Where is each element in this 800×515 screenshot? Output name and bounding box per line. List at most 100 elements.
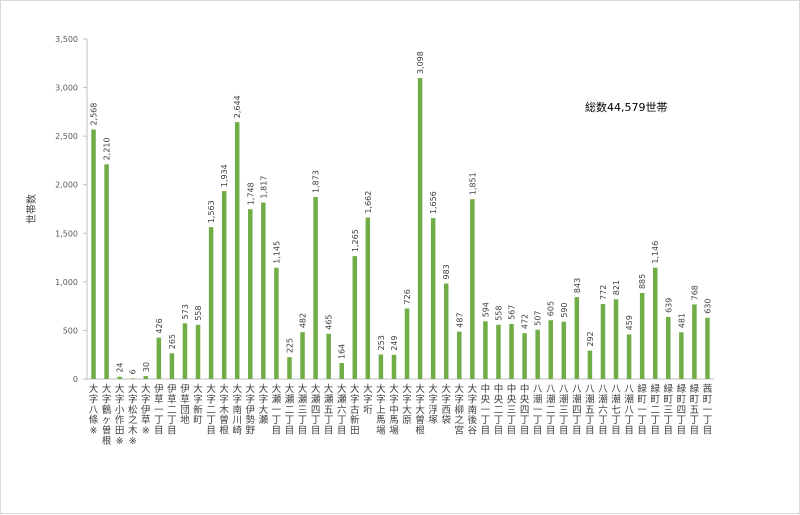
data-label: 1,265	[351, 229, 360, 252]
category-label: 八潮七丁目	[611, 384, 621, 437]
data-label: 225	[285, 338, 294, 353]
data-label: 472	[521, 314, 530, 329]
y-tick-label: 500	[63, 326, 78, 335]
bar	[705, 317, 710, 379]
category-label: 大瀬四丁目	[311, 383, 321, 437]
bar	[600, 304, 606, 379]
data-label: 573	[181, 304, 190, 319]
category-label: 中央一丁目	[481, 383, 491, 437]
data-label: 292	[586, 331, 595, 346]
data-label: 2,210	[103, 137, 112, 160]
data-label: 726	[403, 289, 412, 304]
category-label: 大字大曽根	[415, 383, 425, 437]
category-label: 中央三丁目	[507, 383, 517, 437]
data-label: 1,873	[312, 170, 321, 193]
category-label: 中央二丁目	[494, 383, 504, 437]
category-label: 大字小作田※	[115, 383, 125, 447]
category-label: 大字大原	[402, 383, 412, 426]
category-label: 八潮六丁目	[598, 384, 608, 437]
bar	[679, 332, 684, 379]
category-label: 大字中馬場	[389, 383, 399, 437]
data-label: 558	[194, 306, 203, 321]
y-tick-label: 1,500	[55, 229, 78, 238]
bar	[156, 337, 162, 379]
data-label: 1,748	[246, 182, 255, 205]
category-label: 八潮五丁目	[585, 384, 595, 437]
bar	[300, 332, 305, 379]
bar	[692, 304, 697, 379]
data-label: 24	[116, 362, 125, 372]
total-annotation: 総数44,579世帯	[585, 100, 668, 114]
y-tick-label: 2,000	[55, 181, 78, 190]
bar	[274, 267, 279, 379]
category-label: 緑町三丁目	[664, 383, 674, 437]
category-label: 大字西袋	[441, 383, 451, 426]
y-axis-title: 世帯数	[25, 194, 38, 224]
category-label: 大瀬三丁目	[298, 383, 308, 437]
bar	[391, 354, 397, 379]
data-label: 558	[494, 306, 503, 321]
bar	[365, 217, 371, 379]
category-label: 大字二丁目	[206, 383, 216, 437]
data-label: 265	[168, 334, 177, 349]
category-label: 大字柳之宮	[455, 383, 465, 437]
category-label: 八潮一丁目	[533, 384, 543, 437]
category-label: 大字松之木※	[128, 383, 138, 447]
bar	[234, 122, 240, 379]
category-label: 大瀬一丁目	[272, 383, 282, 437]
data-label: 459	[625, 315, 634, 330]
data-label: 594	[481, 302, 490, 317]
category-label: 八潮三丁目	[559, 384, 569, 437]
data-label: 164	[338, 344, 347, 359]
category-label: 大字伊勢野	[246, 383, 256, 437]
category-label: 伊草二丁目	[167, 383, 177, 437]
data-label: 1,656	[429, 191, 438, 214]
category-label: 緑町一丁目	[637, 383, 647, 437]
y-tick-label: 0	[73, 375, 78, 384]
category-label: 大字新町	[193, 383, 203, 426]
bar	[248, 209, 253, 379]
bar	[430, 218, 436, 379]
bar	[561, 321, 567, 379]
category-labels: 大字八條※大字鶴ヶ曽根大字小作田※大字松之木※大字伊草※伊草一丁目伊草二丁目伊草…	[89, 383, 713, 447]
bar	[143, 376, 149, 379]
data-label: 639	[664, 298, 673, 313]
data-label: 630	[703, 299, 712, 314]
bar	[522, 333, 527, 379]
y-tick-label: 1,000	[55, 278, 78, 287]
category-label: 大字浮塚	[428, 383, 438, 426]
bar	[404, 308, 410, 379]
category-label: 大字鶴ヶ曽根	[102, 383, 112, 447]
y-axis: 0 500 1,000 1,500 2,000 2,500 3,000 3,500	[55, 35, 714, 384]
bar	[326, 333, 331, 379]
bar	[417, 78, 423, 380]
y-tick-label: 3,500	[55, 35, 78, 44]
data-label: 821	[612, 280, 621, 295]
bar	[535, 329, 540, 379]
category-label: 中央四丁目	[520, 383, 530, 437]
data-label: 1,145	[272, 241, 281, 264]
category-label: 大字古新田	[350, 383, 360, 437]
category-label: 茜町一丁目	[703, 384, 713, 437]
data-label: 6	[129, 369, 138, 374]
bar	[639, 293, 645, 379]
data-label: 567	[508, 305, 517, 320]
bar	[470, 199, 475, 379]
bar	[91, 129, 96, 379]
data-label: 885	[638, 274, 647, 289]
category-label: 大瀬六丁目	[337, 383, 347, 437]
bar	[378, 354, 384, 379]
category-label: 大字伊草※	[141, 383, 151, 437]
data-label: 1,146	[651, 241, 660, 264]
bar	[169, 353, 175, 379]
bar	[208, 227, 214, 379]
category-label: 緑町五丁目	[690, 383, 700, 437]
bar	[195, 324, 201, 379]
category-label: 大瀬五丁目	[324, 383, 334, 437]
category-label: 八潮二丁目	[546, 384, 556, 437]
bar	[666, 316, 671, 379]
data-label: 482	[299, 313, 308, 328]
data-label: 605	[547, 301, 556, 316]
